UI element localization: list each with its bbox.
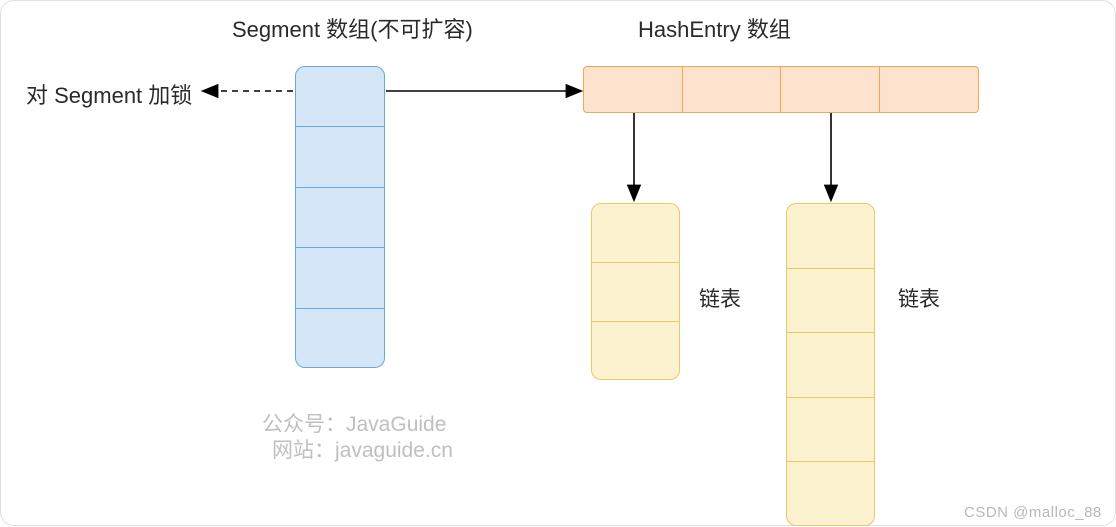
hashentry-cell <box>683 67 782 112</box>
linked-list-cell <box>592 204 679 263</box>
linked-list-cell <box>787 269 874 334</box>
hashentry-cell <box>781 67 880 112</box>
linked-list-2 <box>786 203 875 526</box>
hashentry-array <box>583 66 979 113</box>
hashentry-cell <box>880 67 979 112</box>
linked-list-cell <box>787 333 874 398</box>
linked-list-cell <box>592 263 679 322</box>
linked-list-cell <box>787 398 874 463</box>
segment-cell <box>296 248 384 308</box>
hashentry-cell <box>584 67 683 112</box>
linked-list-label-1: 链表 <box>699 283 741 313</box>
segment-cell <box>296 188 384 248</box>
credit-line-2: 网站：javaguide.cn <box>272 434 453 464</box>
linked-list-cell <box>592 322 679 381</box>
linked-list-1 <box>591 203 680 380</box>
linked-list-label-2: 链表 <box>898 283 940 313</box>
hashentry-array-title: HashEntry 数组 <box>638 12 791 44</box>
lock-label: 对 Segment 加锁 <box>26 78 192 110</box>
segment-array-title: Segment 数组(不可扩容) <box>232 12 473 44</box>
segment-cell <box>296 127 384 187</box>
segment-cell <box>296 309 384 369</box>
segment-cell <box>296 67 384 127</box>
linked-list-cell <box>787 462 874 527</box>
watermark: CSDN @malloc_88 <box>964 504 1102 521</box>
linked-list-cell <box>787 204 874 269</box>
segment-array <box>295 66 385 368</box>
